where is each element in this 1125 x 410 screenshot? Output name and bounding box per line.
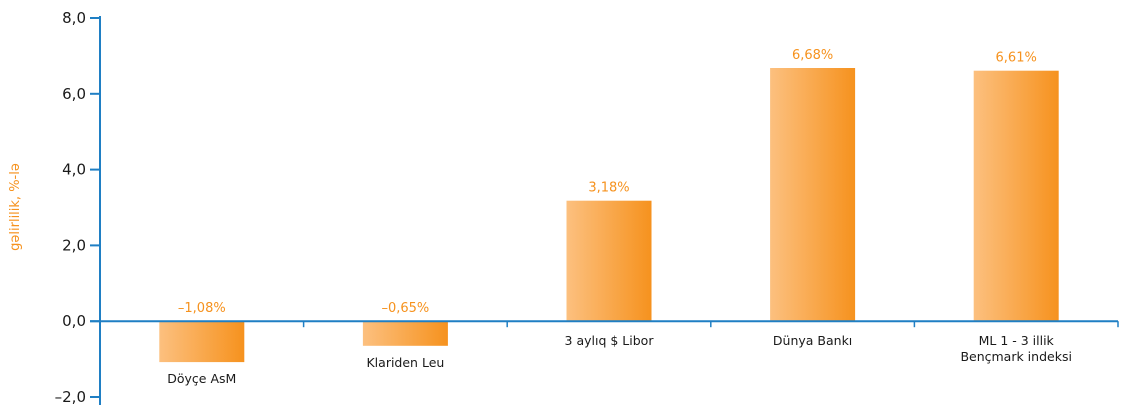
- category-label: Döyçe AsM: [167, 371, 236, 386]
- bar-1: [362, 321, 448, 346]
- axes: [90, 16, 1119, 405]
- category-label: 3 aylıq $ Libor: [565, 333, 655, 348]
- bar-4: [973, 70, 1059, 322]
- data-label: 3,18%: [588, 181, 629, 196]
- y-tick-label: 4,0: [62, 161, 86, 179]
- data-label: 6,61%: [996, 51, 1037, 66]
- bar-2: [566, 200, 652, 322]
- y-tick-label: 8,0: [62, 9, 86, 27]
- bar-0: [159, 321, 245, 363]
- bars: [159, 68, 1059, 363]
- y-axis-title: gəlirlilik, %-lə: [8, 163, 23, 251]
- category-label: Klariden Leu: [366, 355, 444, 370]
- data-label: –1,08%: [178, 301, 226, 316]
- data-label: –0,65%: [381, 301, 429, 316]
- labels: –2,0 0,0 2,0 4,0 6,0 8,0 –1,08% –0,65% 3,18% 6,68…: [8, 9, 1072, 406]
- category-label: ML 1 - 3 illik: [979, 333, 1055, 348]
- category-label: Bençmark indeksi: [960, 349, 1072, 364]
- data-label: 6,68%: [792, 48, 833, 63]
- bar-3: [770, 68, 856, 322]
- category-label: Dünya Bankı: [773, 333, 852, 348]
- y-tick-label: 6,0: [62, 85, 86, 103]
- y-tick-label: –2,0: [55, 388, 86, 406]
- y-tick-label: 2,0: [62, 236, 86, 254]
- y-tick-label: 0,0: [62, 312, 86, 330]
